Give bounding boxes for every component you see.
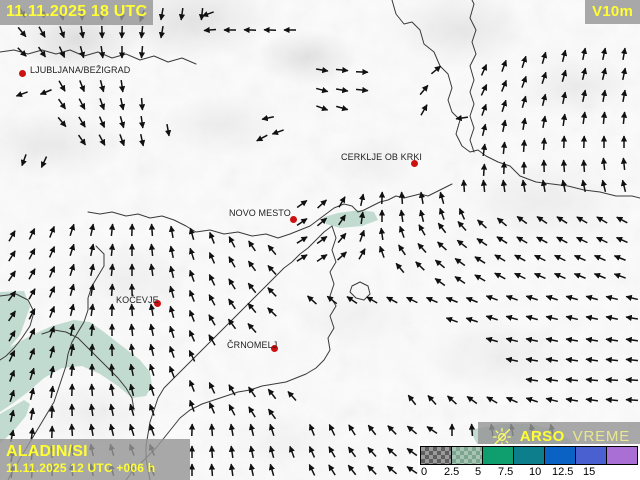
station-marker[interactable] — [19, 70, 26, 77]
legend-swatch-4 — [545, 447, 576, 464]
legend-swatches — [420, 446, 638, 465]
legend-swatch-5 — [576, 447, 607, 464]
station-label: KOČEVJE — [116, 295, 159, 305]
level-chip: V10m — [585, 0, 640, 24]
legend-swatch-3 — [514, 447, 545, 464]
legend-tick: 15 — [583, 466, 596, 478]
station-marker[interactable] — [154, 300, 161, 307]
legend-tick: 7.5 — [498, 466, 514, 478]
legend-swatch-2 — [483, 447, 514, 464]
legend-swatch-0 — [421, 447, 452, 464]
legend-tick: 0 — [421, 466, 428, 478]
legend-tick: 2.5 — [444, 466, 460, 478]
wind-speed-legend: 0 2.5 5 7.5 10 12.5 15 — [418, 444, 640, 480]
station-label: CERKLJE OB KRKI — [341, 152, 423, 162]
legend-tick: 12.5 — [552, 466, 574, 478]
brand-name: ARSO — [519, 428, 565, 445]
legend-tick: 5 — [475, 466, 482, 478]
model-run-time: 11.11.2025 12 UTC +006 h — [6, 461, 156, 475]
station-marker[interactable] — [271, 345, 278, 352]
model-info-chip: ALADIN/SI 11.11.2025 12 UTC +006 h — [0, 439, 190, 480]
legend-ticks: 0 2.5 5 7.5 10 12.5 15 — [420, 465, 602, 480]
legend-tick: 10 — [529, 466, 542, 478]
model-name: ALADIN/SI — [6, 443, 88, 460]
station-marker[interactable] — [411, 160, 418, 167]
brand-subtitle: VREME — [572, 428, 630, 445]
legend-swatch-6 — [607, 447, 637, 464]
legend-swatch-1 — [452, 447, 483, 464]
datetime-chip: 11.11.2025 18 UTC — [0, 0, 154, 25]
station-marker[interactable] — [290, 216, 297, 223]
station-label: NOVO MESTO — [229, 208, 291, 218]
station-label: ČRNOMELJ — [227, 340, 278, 350]
station-label: LJUBLJANA/BEŽIGRAD — [30, 65, 131, 75]
